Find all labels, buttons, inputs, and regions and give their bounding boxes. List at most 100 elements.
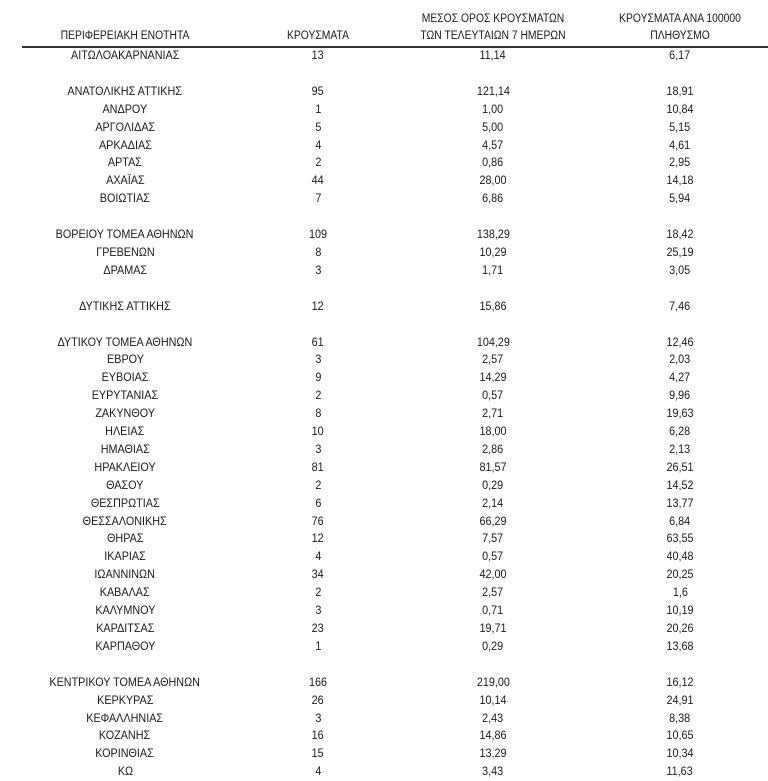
- region-cell-text: ΚΑΛΥΜΝΟΥ: [94, 603, 156, 618]
- region-cell-text: ΘΕΣΣΑΛΟΝΙΚΗΣ: [82, 513, 168, 528]
- avg-cell: 42,00: [386, 566, 600, 584]
- table-row: ΚΟΖΑΝΗΣ 16 14,86 10,65: [0, 727, 760, 745]
- cases-cell-text: 8: [314, 406, 322, 421]
- avg-cell-text: 81,57: [479, 459, 507, 474]
- header-per100k: ΚΡΟΥΣΜΑΤΑ ΑΝΑ 100000 ΠΛΗΘΥΣΜΟ: [608, 11, 752, 45]
- per100k-cell: 10,19: [600, 602, 760, 620]
- avg-cell-text: 7,57: [482, 531, 504, 546]
- avg-cell: [386, 65, 600, 83]
- table-row: ΚΑΒΑΛΑΣ 2 2,57 1,6: [0, 584, 760, 602]
- spacer-row: [0, 280, 760, 298]
- region-cell: ΚΕΦΑΛΛΗΝΙΑΣ: [0, 710, 250, 728]
- cases-cell-text: 95: [311, 83, 325, 98]
- region-cell-text: ΕΒΡΟΥ: [106, 352, 144, 367]
- cases-cell-text: 9: [314, 370, 322, 385]
- region-cell-text: ΑΡΤΑΣ: [107, 155, 143, 170]
- per100k-cell-text: 4,61: [669, 137, 691, 152]
- per100k-cell-text: 19,63: [666, 406, 694, 421]
- region-cell: ΑΝΔΡΟΥ: [0, 101, 250, 119]
- header-cases: ΚΡΟΥΣΜΑΤΑ: [257, 28, 379, 45]
- avg-cell-text: 2,71: [482, 406, 504, 421]
- per100k-cell: 40,48: [600, 548, 760, 566]
- avg-cell: 18,00: [386, 423, 600, 441]
- region-cell-text: ΔΡΑΜΑΣ: [103, 262, 147, 277]
- avg-cell: 0,29: [386, 477, 600, 495]
- region-cell: ΕΥΡΥΤΑΝΙΑΣ: [0, 387, 250, 405]
- avg-cell-text: 5,00: [482, 119, 504, 134]
- per100k-cell: 24,91: [600, 692, 760, 710]
- cases-cell: 95: [250, 83, 386, 101]
- per100k-cell: 9,96: [600, 387, 760, 405]
- region-cell: ΚΟΖΑΝΗΣ: [0, 727, 250, 745]
- cases-cell-text: 23: [311, 621, 325, 635]
- region-cell: ΙΩΑΝΝΙΝΩΝ: [0, 566, 250, 584]
- cases-cell-text: 4: [314, 549, 322, 564]
- avg-cell-text: 42,00: [479, 567, 507, 582]
- avg-cell: [386, 208, 600, 226]
- avg-cell: 0,71: [386, 602, 600, 620]
- per100k-cell: [600, 656, 760, 674]
- per100k-cell-text: 10,19: [666, 603, 694, 618]
- per100k-cell-text: 14,18: [666, 173, 694, 188]
- avg-cell: 10,29: [386, 244, 600, 262]
- region-cell: ΑΝΑΤΟΛΙΚΗΣ ΑΤΤΙΚΗΣ: [0, 83, 250, 101]
- avg-cell-text: 2,43: [482, 710, 504, 725]
- avg-cell-text: 0,71: [482, 603, 504, 618]
- cases-cell: 81: [250, 459, 386, 477]
- header-region: ΠΕΡΙΦΕΡΕΙΑΚΗ ΕΝΟΤΗΤΑ: [13, 28, 238, 45]
- cases-cell-text: 6: [314, 495, 322, 510]
- per100k-cell-text: 2,95: [669, 155, 691, 170]
- table-row: ΒΟΙΩΤΙΑΣ 7 6,86 5,94: [0, 190, 760, 208]
- region-cell-text: ΔΥΤΙΚΟΥ ΤΟΜΕΑ ΑΘΗΝΩΝ: [57, 334, 193, 349]
- per100k-cell-text: 4,27: [669, 370, 691, 385]
- table-row: ΑΡΓΟΛΙΔΑΣ 5 5,00 5,15: [0, 119, 760, 137]
- cases-cell-text: 2: [314, 155, 322, 170]
- per100k-cell: 14,52: [600, 477, 760, 495]
- per100k-cell-text: 9,96: [669, 388, 691, 403]
- per100k-cell: 19,63: [600, 405, 760, 423]
- cases-cell: 3: [250, 262, 386, 280]
- cases-cell-text: 4: [314, 764, 322, 779]
- avg-cell-text: 1,00: [482, 101, 504, 116]
- per100k-cell: 2,03: [600, 351, 760, 369]
- spacer-row: [0, 65, 760, 83]
- region-cell: ΒΟΡΕΙΟΥ ΤΟΜΕΑ ΑΘΗΝΩΝ: [0, 226, 250, 244]
- avg-cell: 2,86: [386, 441, 600, 459]
- table-row: ΚΕΦΑΛΛΗΝΙΑΣ 3 2,43 8,38: [0, 710, 760, 728]
- region-cell: ΘΕΣΣΑΛΟΝΙΚΗΣ: [0, 513, 250, 531]
- per100k-cell-text: 10,65: [666, 728, 694, 743]
- region-cell-text: ΖΑΚΥΝΘΟΥ: [95, 406, 155, 421]
- avg-cell: 121,14: [386, 83, 600, 101]
- cases-cell: 5: [250, 119, 386, 137]
- avg-cell: 14,86: [386, 727, 600, 745]
- cases-cell-text: 34: [311, 567, 325, 582]
- avg-cell: 66,29: [386, 513, 600, 531]
- avg-cell-text: 2,86: [482, 441, 504, 456]
- cases-cell-text: 1: [314, 638, 322, 653]
- avg-cell: 138,29: [386, 226, 600, 244]
- cases-cell-text: 16: [311, 728, 325, 743]
- region-cell-text: ΕΥΡΥΤΑΝΙΑΣ: [91, 388, 159, 403]
- cases-cell: 1: [250, 638, 386, 656]
- region-cell: ΗΜΑΘΙΑΣ: [0, 441, 250, 459]
- avg-cell: 11,14: [386, 47, 600, 65]
- region-cell-text: ΚΑΒΑΛΑΣ: [100, 585, 150, 600]
- region-cell: ΑΙΤΩΛΟΑΚΑΡΝΑΝΙΑΣ: [0, 47, 250, 65]
- spacer-row: [0, 316, 760, 334]
- avg-cell-text: 138,29: [476, 227, 510, 242]
- cases-cell: 2: [250, 154, 386, 172]
- cases-cell: 7: [250, 190, 386, 208]
- per100k-cell: 3,05: [600, 262, 760, 280]
- table-row: ΔΥΤΙΚΟΥ ΤΟΜΕΑ ΑΘΗΝΩΝ 61 104,29 12,46: [0, 334, 760, 352]
- region-cell-text: ΚΟΖΑΝΗΣ: [99, 728, 151, 743]
- region-cell: ΗΡΑΚΛΕΙΟΥ: [0, 459, 250, 477]
- per100k-cell: 6,84: [600, 513, 760, 531]
- table-row: ΔΥΤΙΚΗΣ ΑΤΤΙΚΗΣ 12 15,86 7,46: [0, 298, 760, 316]
- table-row: ΘΗΡΑΣ 12 7,57 63,55: [0, 530, 760, 548]
- table-row: ΚΕΡΚΥΡΑΣ 26 10,14 24,91: [0, 692, 760, 710]
- cases-cell-text: 3: [314, 262, 322, 277]
- region-cell: ΓΡΕΒΕΝΩΝ: [0, 244, 250, 262]
- spacer-row: [0, 208, 760, 226]
- cases-cell: [250, 208, 386, 226]
- per100k-cell-text: 10,34: [666, 746, 694, 761]
